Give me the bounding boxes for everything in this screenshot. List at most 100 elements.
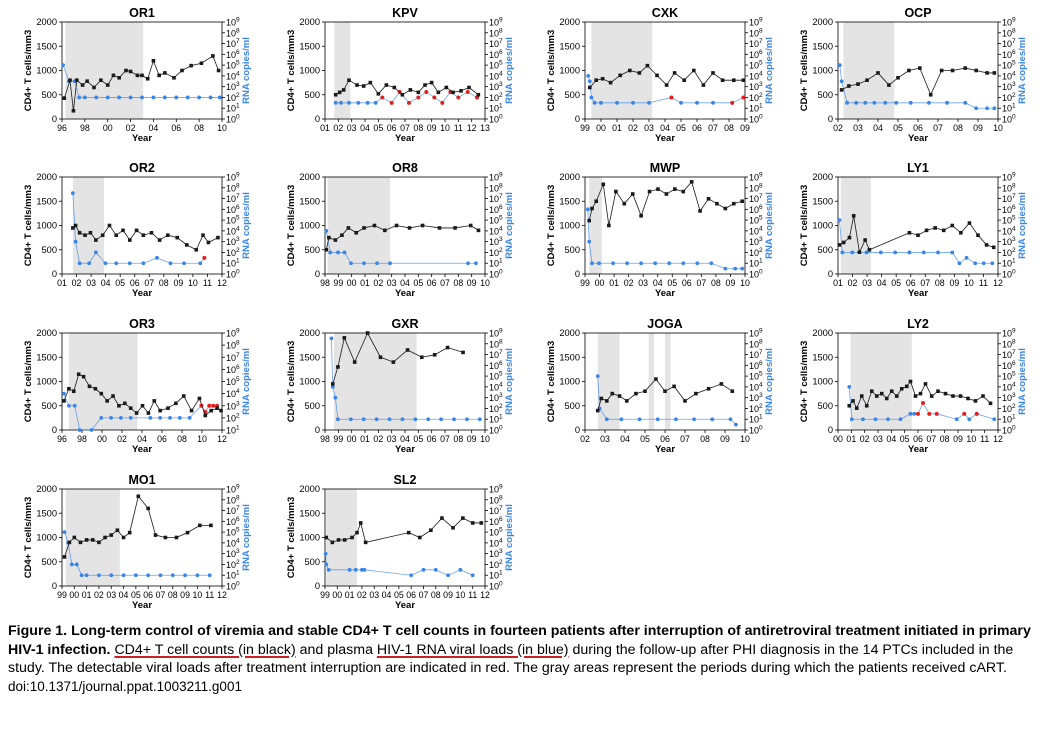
y2-tick-label: 102 xyxy=(226,247,240,258)
rna-detectable-point xyxy=(389,100,394,105)
x-tick-label: 04 xyxy=(886,434,896,444)
cd4-point xyxy=(476,228,481,233)
x-tick-label: 05 xyxy=(131,590,141,600)
y-tick-label: 500 xyxy=(304,245,320,255)
rna-point xyxy=(950,250,955,255)
x-tick-label: 04 xyxy=(653,278,663,288)
rna-point xyxy=(894,100,899,105)
y2-tick-label: 104 xyxy=(489,225,503,236)
x-tick-label: 03 xyxy=(873,434,883,444)
rna-detectable-point xyxy=(456,95,461,100)
y-tick-label: 2000 xyxy=(299,484,320,494)
y2-tick-label: 108 xyxy=(226,182,240,193)
x-tick-label: 02 xyxy=(860,434,870,444)
x-tick-label: 05 xyxy=(891,278,901,288)
rna-point xyxy=(473,261,478,266)
panel-title: CXK xyxy=(652,6,678,20)
cd4-point xyxy=(333,238,338,242)
cd4-point xyxy=(847,403,852,408)
cd4-point xyxy=(163,535,168,540)
cd4-point xyxy=(656,187,660,191)
cd4-point xyxy=(904,384,909,389)
y2-tick-label: 108 xyxy=(1002,338,1016,349)
cd4-point xyxy=(856,82,860,86)
y-tick-label: 2000 xyxy=(812,172,833,182)
y2-tick-label: 104 xyxy=(749,225,763,236)
cd4-point xyxy=(720,78,725,82)
cd4-series-line xyxy=(325,517,482,543)
cd4-point xyxy=(197,396,202,401)
cd4-point xyxy=(165,233,170,237)
cd4-point xyxy=(864,403,869,408)
x-tick-label: 07 xyxy=(440,434,450,444)
y2-tick-label: 104 xyxy=(749,381,763,392)
cd4-series-line xyxy=(335,79,479,96)
cd4-point xyxy=(363,540,368,545)
cd4-point xyxy=(105,399,109,403)
cd4-point xyxy=(105,83,110,87)
rna-point xyxy=(837,63,842,68)
y2-tick-label: 103 xyxy=(226,81,240,92)
rna-series-line xyxy=(587,209,743,270)
y2-tick-label: 105 xyxy=(226,60,240,71)
rna-point xyxy=(850,250,855,255)
x-tick-label: 06 xyxy=(406,590,416,600)
rna-point xyxy=(849,417,854,422)
rna-point xyxy=(992,106,997,111)
cd4-point xyxy=(600,76,605,81)
x-tick-label: 08 xyxy=(724,123,734,133)
cd4-point xyxy=(918,391,923,396)
x-tick-label: 11 xyxy=(203,278,212,288)
y2-tick-label: 107 xyxy=(226,38,240,49)
cart-period xyxy=(648,333,655,430)
cd4-point xyxy=(163,71,167,75)
panel-title: OR8 xyxy=(392,161,418,175)
y2-tick-label: 101 xyxy=(489,258,503,269)
rna-point xyxy=(328,250,333,255)
y-tick-label: 0 xyxy=(575,114,580,124)
y2-axis-label: RNA copies/ml xyxy=(241,37,252,104)
cd4-point xyxy=(184,243,189,247)
x-tick-label: 09 xyxy=(180,590,190,600)
y-tick-label: 2000 xyxy=(299,328,320,338)
rna-point xyxy=(103,261,108,266)
cd4-point xyxy=(664,83,669,87)
x-tick-label: 98 xyxy=(80,123,90,133)
y2-tick-label: 100 xyxy=(1002,114,1016,125)
y2-tick-label: 109 xyxy=(1002,328,1016,339)
cart-period xyxy=(334,333,417,430)
x-tick-label: 04 xyxy=(149,123,159,133)
x-tick-label: 09 xyxy=(427,123,437,133)
cd4-point xyxy=(117,75,121,80)
x-tick-label: 08 xyxy=(413,123,423,133)
y-tick-label: 0 xyxy=(315,425,320,435)
rna-point xyxy=(592,100,597,105)
cd4-point xyxy=(605,399,609,403)
y-tick-label: 1000 xyxy=(299,221,320,231)
cd4-point xyxy=(851,214,856,218)
cd4-point xyxy=(731,201,736,206)
y2-axis-label: RNA copies/ml xyxy=(1017,192,1028,259)
y2-tick-label: 102 xyxy=(226,559,240,570)
cd4-point xyxy=(135,73,140,78)
cart-period xyxy=(840,177,871,274)
rna-point xyxy=(158,573,163,578)
y2-tick-label: 107 xyxy=(226,193,240,204)
y2-tick-label: 102 xyxy=(1002,92,1016,103)
y-tick-label: 0 xyxy=(52,425,57,435)
cd4-point xyxy=(706,386,711,391)
panel-title: LY2 xyxy=(907,317,929,331)
y2-tick-label: 104 xyxy=(1002,381,1016,392)
cd4-point xyxy=(732,78,736,82)
y2-axis-label: RNA copies/ml xyxy=(764,348,775,415)
cd4-point xyxy=(406,530,411,535)
rna-point xyxy=(79,573,84,578)
cd4-point xyxy=(943,391,948,396)
x-tick-label: 10 xyxy=(993,123,1003,133)
cd4-point xyxy=(899,386,904,391)
cd4-point xyxy=(84,538,89,542)
cd4-point xyxy=(918,66,922,70)
cd4-point xyxy=(628,68,632,73)
